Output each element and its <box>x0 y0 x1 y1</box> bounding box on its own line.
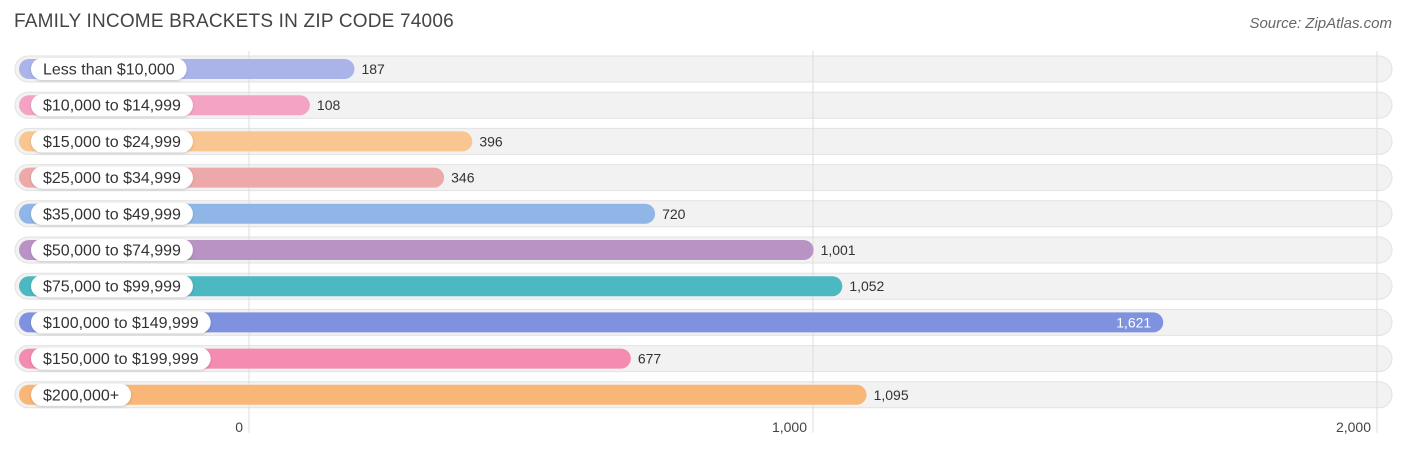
category-label: $200,000+ <box>43 387 119 404</box>
category-pill <box>31 275 193 298</box>
value-labels: 187 108 396 346 720 1,001 1,052 1,621 677 1,095 <box>317 61 1152 403</box>
chart-title: FAMILY INCOME BRACKETS IN ZIP CODE 74006 <box>14 11 454 32</box>
row-track <box>14 91 1393 119</box>
bar <box>19 276 843 297</box>
value-label: 720 <box>662 206 686 222</box>
category-pill <box>31 166 193 189</box>
category-label: $25,000 to $34,999 <box>43 170 181 187</box>
category-labels: Less than $10,000 $10,000 to $14,999 $15,0… <box>31 58 211 406</box>
bar <box>19 312 1164 333</box>
x-tick-label: 1,000 <box>772 419 807 435</box>
category-pill <box>31 130 193 153</box>
source-note: Source: ZipAtlas.com <box>1249 15 1392 32</box>
value-label: 1,001 <box>821 242 856 258</box>
category-label: $150,000 to $199,999 <box>43 351 199 368</box>
value-label: 187 <box>361 61 385 77</box>
category-label: $15,000 to $24,999 <box>43 134 181 151</box>
category-label: $35,000 to $49,999 <box>43 206 181 223</box>
value-label: 346 <box>451 170 475 186</box>
category-label: $75,000 to $99,999 <box>43 279 181 296</box>
value-label: 1,052 <box>849 278 884 294</box>
row-track <box>14 55 1393 83</box>
value-label: 108 <box>317 97 341 113</box>
value-label: 1,095 <box>874 387 909 403</box>
category-pill <box>31 94 193 117</box>
category-pill <box>31 239 193 261</box>
category-label: $100,000 to $149,999 <box>43 315 199 332</box>
value-label: 677 <box>638 351 662 367</box>
bar <box>19 240 814 260</box>
category-label: $50,000 to $74,999 <box>43 243 181 260</box>
x-tick-label: 0 <box>235 419 243 435</box>
category-label: $10,000 to $14,999 <box>43 98 181 115</box>
bar <box>19 384 867 405</box>
x-axis-ticks: 0 1,000 2,000 <box>235 419 1371 435</box>
category-pill <box>31 202 193 225</box>
x-tick-label: 2,000 <box>1336 419 1371 435</box>
category-pill <box>31 383 132 406</box>
value-label: 396 <box>479 133 503 149</box>
value-label: 1,621 <box>1116 314 1151 330</box>
category-pill <box>31 311 211 334</box>
category-label: Less than $10,000 <box>43 62 175 79</box>
category-pill <box>31 347 211 370</box>
category-pill <box>31 58 187 80</box>
